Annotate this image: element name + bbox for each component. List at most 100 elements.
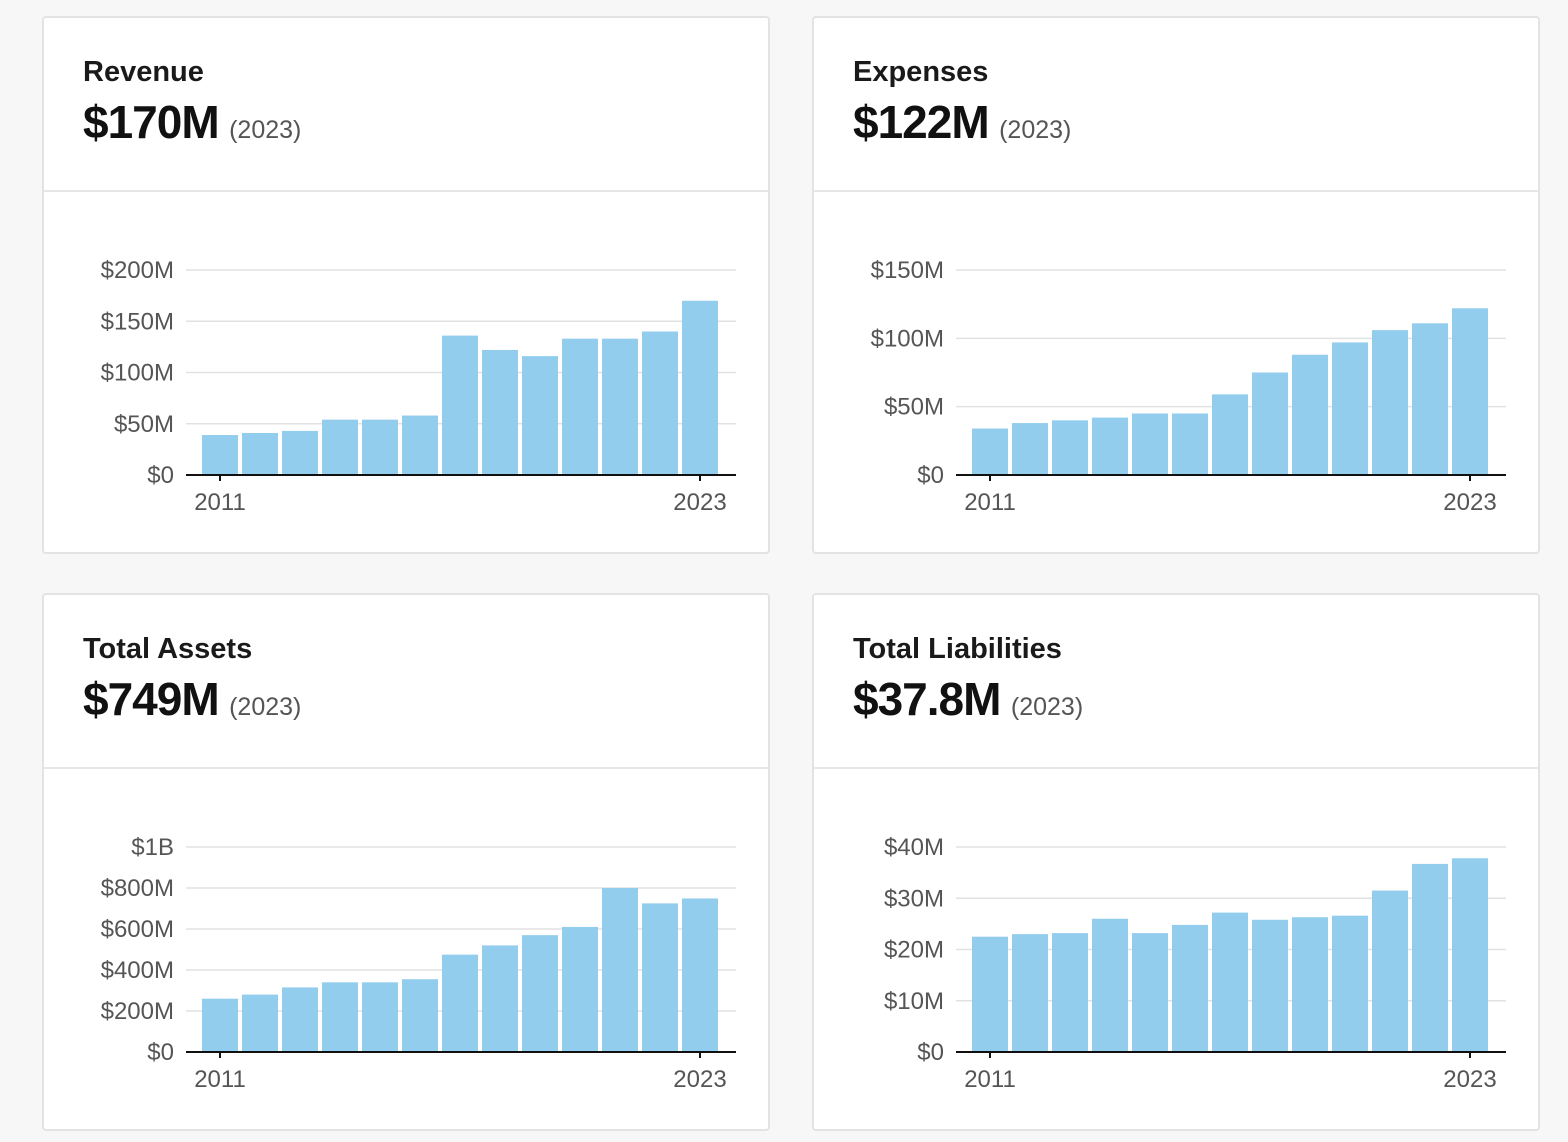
bar-2019 (522, 356, 558, 475)
x-tick-label: 2011 (964, 489, 1016, 516)
x-tick-label: 2011 (194, 1066, 246, 1093)
card-value-row: $122M (2023) (853, 94, 1538, 162)
bar-2022 (642, 903, 678, 1052)
bar-2019 (1292, 354, 1328, 475)
x-tick-label: 2011 (964, 1066, 1016, 1093)
bar-2023 (1452, 308, 1488, 475)
card-header: Total Liabilities $37.8M (2023) (814, 595, 1538, 769)
bar-2013 (1052, 420, 1088, 475)
bar-2011 (202, 998, 238, 1052)
card-title: Total Assets (83, 633, 253, 665)
bar-2012 (242, 432, 278, 475)
bar-2021 (602, 338, 638, 475)
bar-2016 (1172, 413, 1208, 475)
card-header: Total Assets $749M (2023) (44, 595, 768, 769)
x-tick-label: 2023 (673, 489, 726, 516)
bar-2011 (972, 936, 1008, 1052)
y-tick-label: $200M (101, 998, 174, 1025)
card-value: $122M (853, 96, 990, 148)
x-tick-label: 2023 (1443, 489, 1496, 516)
bar-2018 (482, 349, 518, 475)
card-year: (2023) (1010, 693, 1084, 721)
y-tick-label: $10M (884, 988, 944, 1015)
bar-2019 (522, 935, 558, 1052)
bar-2018 (482, 945, 518, 1052)
bar-2011 (202, 435, 238, 475)
expenses-card: Expenses $122M (2023) $0 $50M $100M $150M 20… (812, 16, 1540, 554)
bar-2016 (1172, 924, 1208, 1052)
y-tick-label: $600M (101, 916, 174, 943)
bar-2015 (1132, 413, 1168, 475)
bar-2014 (322, 419, 358, 475)
y-tick-label: $0 (147, 462, 174, 489)
bar-2018 (1252, 919, 1288, 1052)
card-value-row: $170M (2023) (83, 94, 768, 162)
bar-2012 (1012, 934, 1048, 1052)
bar-2012 (1012, 423, 1048, 475)
bar-2020 (1332, 915, 1368, 1052)
x-tick-label: 2023 (673, 1066, 726, 1093)
bar-2015 (362, 419, 398, 475)
bar-2021 (1372, 330, 1408, 475)
bar-2023 (1452, 858, 1488, 1052)
bar-2014 (1092, 417, 1128, 475)
bar-2023 (682, 898, 718, 1052)
x-tick-label: 2011 (194, 489, 246, 516)
bar-2017 (1212, 912, 1248, 1052)
y-tick-label: $30M (884, 885, 944, 912)
bar-2021 (1372, 890, 1408, 1052)
card-value: $37.8M (853, 673, 1001, 725)
bar-2020 (1332, 342, 1368, 475)
bar-2015 (362, 982, 398, 1052)
expenses-bar-chart: $0 $50M $100M $150M 2011 2023 (871, 257, 1506, 516)
y-tick-label: $20M (884, 937, 944, 964)
bar-2019 (1292, 917, 1328, 1052)
bar-2012 (242, 994, 278, 1052)
y-tick-label: $800M (101, 875, 174, 902)
bar-2015 (1132, 933, 1168, 1052)
y-tick-label: $50M (884, 394, 944, 421)
y-tick-label: $100M (101, 360, 174, 387)
card-year: (2023) (999, 116, 1072, 144)
card-header: Revenue $170M (2023) (44, 18, 768, 192)
revenue-card: Revenue $170M (2023) $0 $50M $100M $150M $20… (42, 16, 770, 554)
card-value-row: $37.8M (2023) (853, 671, 1538, 739)
y-tick-label: $150M (871, 257, 944, 284)
bar-2022 (1412, 323, 1448, 475)
card-title: Expenses (853, 56, 989, 88)
card-title: Revenue (83, 56, 204, 88)
bar-2016 (402, 979, 438, 1052)
bar-2023 (682, 300, 718, 475)
bar-2016 (402, 415, 438, 475)
bar-2011 (972, 428, 1008, 475)
y-tick-label: $400M (101, 957, 174, 984)
bar-2022 (642, 331, 678, 475)
total-assets-card: Total Assets $749M (2023) $0 $200M $400M $6… (42, 593, 770, 1131)
total-liabilities-card: Total Liabilities $37.8M (2023) $0 $10M $2… (812, 593, 1540, 1131)
revenue-bar-chart: $0 $50M $100M $150M $200M 2011 2023 (101, 257, 736, 516)
bar-2017 (1212, 394, 1248, 475)
total-assets-bar-chart: $0 $200M $400M $600M $800M $1B 2011 2023 (101, 834, 736, 1093)
bar-2013 (282, 987, 318, 1052)
y-tick-label: $150M (101, 308, 174, 335)
x-tick-label: 2023 (1443, 1066, 1496, 1093)
card-value: $749M (83, 673, 220, 725)
y-tick-label: $50M (114, 411, 174, 438)
y-tick-label: $1B (131, 834, 174, 861)
bar-2013 (1052, 933, 1088, 1052)
card-year: (2023) (229, 693, 302, 721)
card-value: $170M (83, 96, 220, 148)
bar-2013 (282, 430, 318, 475)
y-tick-label: $0 (147, 1039, 174, 1066)
bar-2022 (1412, 863, 1448, 1052)
bar-2014 (322, 982, 358, 1052)
bar-2018 (1252, 372, 1288, 475)
y-tick-label: $40M (884, 834, 944, 861)
bar-2014 (1092, 918, 1128, 1052)
card-year: (2023) (229, 116, 302, 144)
card-header: Expenses $122M (2023) (814, 18, 1538, 192)
bar-2021 (602, 888, 638, 1052)
bar-2017 (442, 335, 478, 475)
y-tick-label: $100M (871, 325, 944, 352)
card-title: Total Liabilities (853, 633, 1062, 665)
